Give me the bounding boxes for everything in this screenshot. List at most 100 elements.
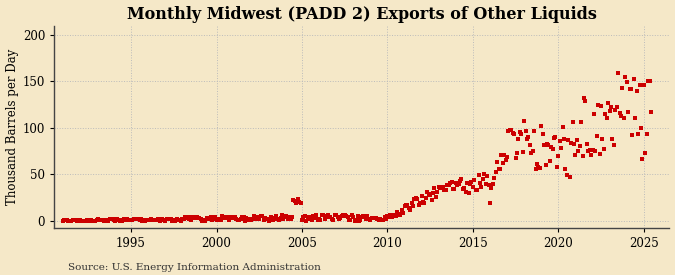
Point [99, 218, 109, 223]
Point [165, 217, 176, 221]
Point [194, 216, 205, 221]
Point [529, 129, 539, 133]
Point [117, 218, 128, 223]
Point [146, 217, 157, 221]
Point [563, 138, 574, 142]
Point [458, 187, 468, 191]
Point [317, 213, 327, 217]
Point [360, 217, 371, 221]
Point [252, 215, 263, 220]
Point [246, 217, 257, 221]
Point [450, 180, 461, 185]
Point [577, 153, 588, 158]
Point [184, 216, 195, 221]
Point [87, 218, 98, 223]
Point [436, 185, 447, 190]
Point [142, 218, 153, 222]
Point [349, 218, 360, 223]
Point [570, 153, 580, 158]
Point [346, 213, 357, 217]
Point [464, 182, 475, 186]
Point [215, 218, 226, 222]
Point [209, 217, 219, 221]
Point [272, 217, 283, 222]
Point [636, 125, 647, 130]
Point [74, 218, 85, 222]
Point [69, 218, 80, 223]
Point [137, 218, 148, 223]
Point [336, 214, 347, 218]
Point [637, 157, 648, 162]
Point [470, 188, 481, 192]
Y-axis label: Thousand Barrels per Day: Thousand Barrels per Day [5, 49, 18, 205]
Point [421, 196, 431, 200]
Point [630, 116, 641, 120]
Point [211, 218, 222, 222]
Point [95, 218, 105, 222]
Point [90, 218, 101, 223]
Point [168, 218, 179, 222]
Point [576, 120, 587, 124]
Point [463, 190, 474, 195]
Point [402, 203, 413, 207]
Point [147, 218, 158, 222]
Point [68, 218, 78, 222]
Point [294, 200, 304, 204]
Point [365, 217, 376, 222]
Point [546, 145, 557, 150]
Point [315, 218, 326, 222]
Point [477, 177, 488, 181]
Point [250, 217, 261, 221]
Point [499, 153, 510, 157]
Point [631, 89, 642, 93]
Point [207, 217, 217, 222]
Point [140, 218, 151, 223]
Point [559, 137, 570, 141]
Point [543, 143, 554, 148]
Point [632, 131, 643, 136]
Point [439, 188, 450, 192]
Point [604, 109, 615, 113]
Point [408, 204, 418, 208]
Point [607, 136, 618, 141]
Point [198, 218, 209, 222]
Point [183, 214, 194, 219]
Point [594, 152, 605, 156]
Point [616, 114, 626, 118]
Point [331, 213, 342, 217]
Point [364, 217, 375, 221]
Point [479, 172, 489, 176]
Point [414, 201, 425, 205]
Point [70, 218, 81, 222]
Point [516, 132, 526, 136]
Point [76, 218, 86, 223]
Point [325, 215, 336, 219]
Point [605, 105, 616, 109]
Point [318, 213, 329, 217]
Point [231, 217, 242, 221]
Point [305, 214, 316, 219]
Point [510, 155, 521, 160]
Point [321, 214, 331, 219]
Point [191, 215, 202, 219]
Point [322, 213, 333, 218]
Point [300, 214, 310, 219]
Point [371, 216, 381, 221]
Point [221, 214, 232, 219]
Point [497, 161, 508, 165]
Point [187, 215, 198, 220]
Point [356, 215, 367, 219]
Point [144, 218, 155, 222]
Point [443, 183, 454, 187]
Point [530, 167, 541, 171]
Point [486, 186, 497, 190]
Point [213, 218, 223, 222]
Point [202, 217, 213, 221]
Point [456, 177, 467, 181]
Point [355, 218, 366, 222]
Point [130, 217, 140, 221]
Point [104, 217, 115, 221]
Point [591, 134, 602, 139]
Point [342, 214, 353, 219]
Point [288, 198, 299, 202]
